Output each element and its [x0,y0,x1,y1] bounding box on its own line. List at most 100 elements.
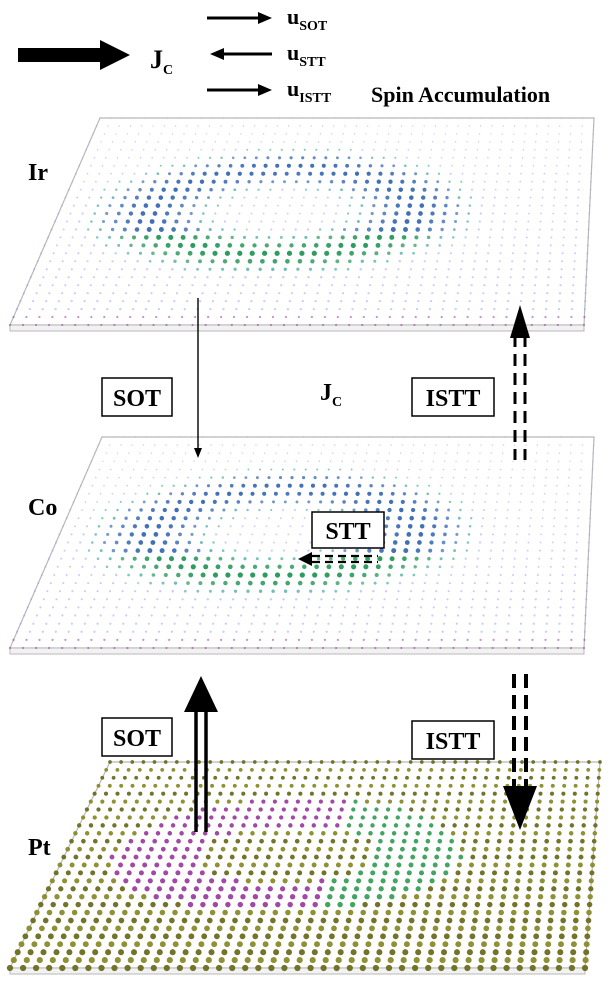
spin-dot [165,242,171,248]
spin-dot [67,630,70,633]
spin-dot [357,117,359,119]
spin-dot [506,941,513,948]
spin-dot [384,590,388,593]
spin-dot [563,549,566,552]
spin-dot [501,452,504,454]
spin-dot [176,179,181,184]
spin-dot [147,941,153,948]
spin-dot [150,933,157,940]
spin-dot [133,268,136,271]
spin-dot [139,573,143,577]
spin-dot [314,941,320,948]
spin-dot [492,436,495,438]
spin-dot [273,831,279,836]
spin-dot [275,791,280,796]
spin-dot [147,909,153,916]
spin-dot [402,117,404,119]
spin-dot [252,452,255,454]
spin-dot [202,533,206,536]
spin-dot [447,846,453,852]
spin-dot [539,220,542,223]
spin-dot [511,468,513,471]
spin-dot [134,227,140,232]
spin-dot [324,572,330,578]
spin-dot [336,436,338,438]
spin-dot [62,228,65,231]
spin-dot [497,917,503,924]
spin-dot [416,219,422,224]
spin-dot [169,854,175,860]
spin-dot [558,452,561,454]
spin-dot [116,894,122,900]
spin-dot [362,768,366,772]
spin-dot [306,180,310,184]
spin-dot [310,483,316,488]
spin-dot [75,549,78,552]
spin-dot [547,268,551,271]
spin-dot [375,760,380,764]
spin-dot [522,276,525,279]
spin-dot [370,156,374,159]
spin-dot [99,292,102,295]
spin-dot [368,878,374,884]
spin-dot [414,783,419,788]
spin-dot [208,267,212,271]
spin-dot [286,212,289,215]
spin-dot [307,549,310,552]
spin-dot [128,894,135,900]
spin-dot [319,549,322,552]
spin-dot [512,141,514,143]
spin-dot [84,831,90,836]
spin-dot [443,807,449,812]
spin-dot [181,854,187,860]
spin-dot [358,598,361,601]
spin-dot [503,117,505,119]
spin-dot [199,870,205,876]
spin-dot [365,300,368,303]
spin-dot [482,783,487,788]
spin-dot [196,630,199,633]
spin-dot [179,831,184,836]
spin-dot [153,894,159,900]
spin-dot [461,775,466,780]
spin-dot [245,878,251,884]
spin-dot [341,886,347,892]
spin-dot [217,854,223,860]
spin-dot [549,244,552,247]
spin-dot [226,491,232,496]
spin-dot [168,638,171,642]
spin-dot [161,259,165,263]
spin-dot [490,228,492,231]
spin-dot [208,156,212,159]
spin-dot [179,436,181,438]
spin-dot [26,925,33,932]
spin-dot [293,188,296,191]
spin-dot [258,638,262,642]
spin-dot [227,614,230,617]
spin-dot [496,501,498,503]
spin-dot [163,125,165,127]
spin-dot [270,468,273,471]
spin-dot [442,815,447,820]
spin-dot [550,894,556,900]
spin-dot [120,203,124,208]
spin-dot [310,315,314,319]
spin-dot [387,507,392,513]
spin-dot [415,630,419,633]
spin-dot [311,862,317,868]
spin-dot [308,646,312,650]
spin-dot [347,436,349,438]
spin-dot [523,460,526,463]
spin-dot [588,525,591,528]
spin-dot [68,244,71,247]
spin-dot [522,468,525,471]
spin-dot [130,276,133,279]
spin-dot [374,854,380,860]
spin-dot [302,564,307,570]
spin-dot [258,549,261,552]
spin-dot [261,250,268,256]
spin-dot [284,171,289,176]
spin-dot [545,941,552,948]
spin-dot [130,760,135,764]
spin-dot [242,606,245,609]
